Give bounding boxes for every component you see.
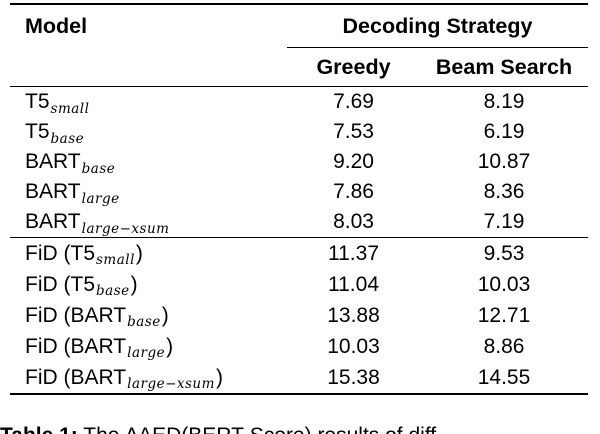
model-subscript: base — [127, 314, 161, 330]
model-name: BART — [25, 180, 81, 203]
table-row: BARTbase 9.20 10.87 — [10, 147, 588, 177]
beam-search-value: 8.19 — [483, 90, 525, 113]
column-header-greedy: Greedy — [287, 47, 420, 87]
model-name-cell: BARTlarge−xsum — [10, 207, 287, 238]
model-name: FiD (T5 — [25, 241, 95, 265]
greedy-value: 9.20 — [333, 150, 374, 173]
table-row: FiD (T5base) 11.04 10.03 — [10, 269, 588, 300]
model-subscript: small — [96, 252, 135, 268]
model-name: FiD (BART — [25, 365, 127, 389]
model-name-cell: FiD (BARTlarge) — [25, 334, 174, 362]
caption-text: The ∆AED(BERT-Score) results of diff — [78, 424, 436, 434]
model-subscript: large — [127, 345, 166, 361]
beam-search-value: 12.71 — [477, 303, 531, 327]
model-subscript: small — [50, 100, 90, 117]
model-name: FiD (BART — [25, 303, 127, 327]
model-name: BART — [25, 150, 81, 173]
model-name-cell: FiD (T5base) — [25, 272, 138, 300]
model-name-cell: FiD (BARTbase) — [25, 303, 169, 331]
beam-search-value: 14.55 — [477, 365, 531, 389]
header-spacer-cell — [10, 47, 287, 87]
beam-search-value: 10.03 — [477, 272, 531, 296]
caption-label: Table 1: — [0, 424, 78, 434]
greedy-value: 15.38 — [327, 365, 380, 389]
table-row: FiD (BARTlarge) 10.03 8.86 — [10, 331, 588, 362]
model-name-cell: FiD (T5small) — [25, 241, 143, 269]
greedy-value: 13.88 — [327, 303, 380, 327]
model-name-cell: BARTbase — [10, 147, 287, 177]
model-name: FiD (BART — [25, 334, 127, 358]
model-subscript: large — [81, 190, 120, 207]
beam-search-value: 10.87 — [477, 150, 531, 173]
greedy-value: 11.04 — [328, 272, 379, 296]
table-row: T5small 7.69 8.19 — [10, 87, 588, 118]
model-name-cell: T5small — [10, 87, 287, 118]
table-row: BARTlarge−xsum 8.03 7.19 — [10, 207, 588, 238]
model-name: T5 — [25, 90, 50, 113]
greedy-value: 7.53 — [333, 120, 374, 143]
greedy-value: 7.86 — [333, 180, 374, 203]
greedy-value: 8.03 — [333, 210, 374, 233]
column-header-model: Model — [25, 13, 88, 38]
model-name-cell: BARTlarge — [10, 177, 287, 207]
table-row: FiD (T5small) 11.37 9.53 — [10, 238, 588, 270]
model-subscript: large−xsum — [127, 376, 215, 392]
model-subscript: large−xsum — [81, 220, 170, 237]
model-name: FiD (T5 — [25, 272, 95, 296]
model-subscript: base — [50, 130, 85, 147]
beam-search-value: 8.86 — [483, 334, 525, 358]
model-subscript: base — [96, 283, 130, 299]
model-name-cell: FiD (BARTlarge−xsum) — [25, 365, 223, 393]
table-row: T5base 7.53 6.19 — [10, 117, 588, 147]
table-block-fid-models: FiD (T5small) 11.37 9.53 FiD (T5base) 11… — [10, 237, 589, 395]
model-subscript: base — [81, 160, 116, 177]
table-row: BARTlarge 7.86 8.36 — [10, 177, 588, 207]
greedy-value: 11.37 — [328, 241, 379, 265]
model-name: T5 — [25, 120, 50, 143]
beam-search-value: 6.19 — [483, 120, 525, 143]
model-name: BART — [25, 210, 81, 233]
beam-search-value: 9.53 — [483, 241, 525, 265]
beam-search-value: 7.19 — [483, 210, 525, 233]
table-row: FiD (BARTbase) 13.88 12.71 — [10, 300, 588, 331]
greedy-value: 10.03 — [327, 334, 380, 358]
column-group-decoding-strategy: Decoding Strategy — [287, 4, 589, 48]
table-header: Model Decoding Strategy Greedy Beam Sear… — [10, 4, 589, 87]
results-table: Model Decoding Strategy Greedy Beam Sear… — [10, 3, 589, 395]
model-name-cell: T5base — [10, 117, 287, 147]
table-caption: Table 1: The ∆AED(BERT-Score) results of… — [0, 424, 600, 434]
column-header-beam-search: Beam Search — [420, 47, 589, 87]
beam-search-value: 8.36 — [483, 180, 525, 203]
greedy-value: 7.69 — [333, 90, 374, 113]
table-row: FiD (BARTlarge−xsum) 15.38 14.55 — [10, 362, 588, 394]
table-block-base-models: T5small 7.69 8.19 T5base 7.53 6.19 BARTb… — [10, 87, 588, 238]
